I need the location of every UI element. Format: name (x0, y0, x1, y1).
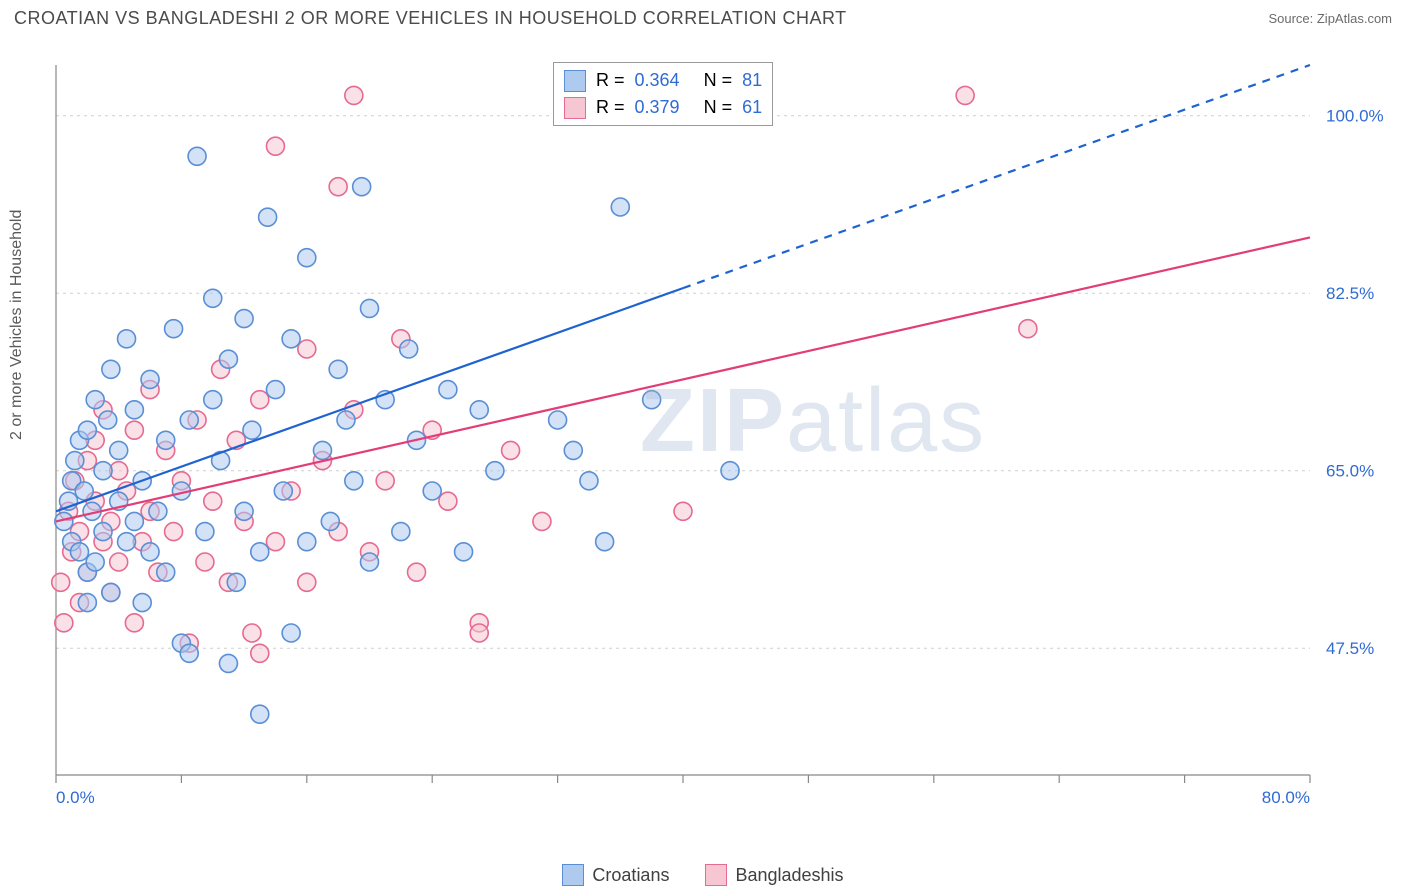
legend-label: Bangladeshis (735, 865, 843, 886)
legend-label: Croatians (592, 865, 669, 886)
svg-text:0.0%: 0.0% (56, 788, 95, 807)
legend-swatch (705, 864, 727, 886)
stat-r-label: R = (596, 94, 625, 121)
svg-text:80.0%: 80.0% (1262, 788, 1310, 807)
stat-n-label: N = (704, 94, 733, 121)
chart-header: CROATIAN VS BANGLADESHI 2 OR MORE VEHICL… (0, 0, 1406, 35)
stats-row: R = 0.379 N = 61 (564, 94, 762, 121)
scatter-chart: 47.5% 65.0% 82.5% 100.0% 0.0% 80.0% (50, 55, 1390, 825)
svg-text:47.5%: 47.5% (1326, 639, 1374, 658)
source-label: Source: ZipAtlas.com (1268, 11, 1392, 26)
correlation-stats-box: R = 0.364 N = 81 R = 0.379 N = 61 (553, 62, 773, 126)
legend-item: Bangladeshis (705, 864, 843, 886)
legend-swatch (562, 864, 584, 886)
y-axis-label: 2 or more Vehicles in Household (8, 210, 26, 440)
chart-title: CROATIAN VS BANGLADESHI 2 OR MORE VEHICL… (14, 8, 847, 29)
svg-text:82.5%: 82.5% (1326, 284, 1374, 303)
legend-item: Croatians (562, 864, 669, 886)
svg-text:65.0%: 65.0% (1326, 462, 1374, 481)
stat-n-value: 61 (742, 94, 762, 121)
legend-swatch (564, 70, 586, 92)
svg-text:100.0%: 100.0% (1326, 107, 1384, 126)
legend-swatch (564, 97, 586, 119)
stat-n-label: N = (704, 67, 733, 94)
stat-r-value: 0.379 (635, 94, 680, 121)
chart-area: 47.5% 65.0% 82.5% 100.0% 0.0% 80.0% (50, 55, 1390, 825)
stat-n-value: 81 (742, 67, 762, 94)
stats-row: R = 0.364 N = 81 (564, 67, 762, 94)
stat-r-label: R = (596, 67, 625, 94)
stat-r-value: 0.364 (635, 67, 680, 94)
series-legend: Croatians Bangladeshis (0, 864, 1406, 886)
